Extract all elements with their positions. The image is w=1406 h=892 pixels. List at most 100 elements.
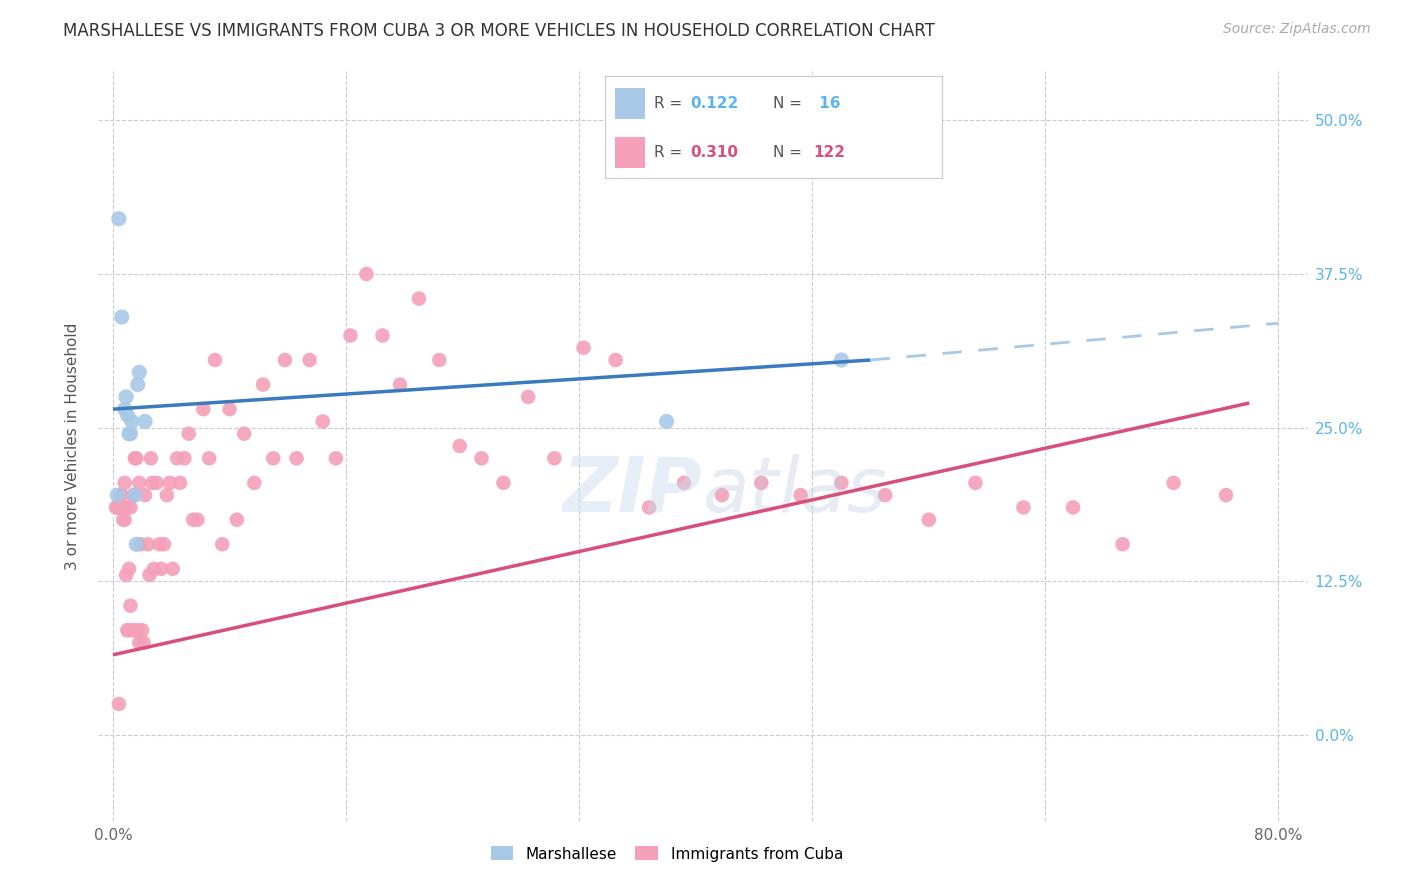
Point — [1215, 488, 1237, 502]
Point — [156, 488, 179, 502]
Point — [108, 211, 131, 226]
Bar — [614, 88, 645, 119]
Point — [186, 513, 208, 527]
Point — [252, 377, 274, 392]
Point — [111, 488, 134, 502]
Point — [111, 310, 134, 324]
Point — [655, 414, 678, 428]
Point — [339, 328, 361, 343]
Point — [371, 328, 394, 343]
Point — [198, 451, 221, 466]
Point — [166, 451, 188, 466]
Text: atlas: atlas — [703, 454, 887, 528]
Point — [142, 562, 165, 576]
Point — [1062, 500, 1084, 515]
Point — [408, 292, 430, 306]
Bar — [614, 137, 645, 168]
Point — [159, 475, 181, 490]
Point — [110, 500, 132, 515]
Point — [169, 475, 191, 490]
Point — [114, 513, 136, 527]
Point — [118, 562, 141, 576]
Point — [108, 500, 131, 515]
Point — [710, 488, 733, 502]
Text: ZIP: ZIP — [564, 454, 703, 528]
Point — [112, 500, 135, 515]
Point — [125, 537, 148, 551]
Legend: Marshallese, Immigrants from Cuba: Marshallese, Immigrants from Cuba — [482, 838, 851, 869]
Point — [298, 353, 321, 368]
Text: Source: ZipAtlas.com: Source: ZipAtlas.com — [1223, 22, 1371, 37]
Point — [471, 451, 494, 466]
Point — [789, 488, 811, 502]
Point — [105, 488, 128, 502]
Point — [124, 488, 146, 502]
Text: R =: R = — [654, 96, 686, 111]
Point — [1111, 537, 1133, 551]
Point — [136, 537, 159, 551]
Point — [605, 353, 627, 368]
Point — [162, 562, 184, 576]
Point — [262, 451, 284, 466]
Point — [120, 599, 142, 613]
Point — [121, 414, 143, 428]
Point — [572, 341, 595, 355]
Point — [115, 390, 138, 404]
Text: 0.310: 0.310 — [690, 145, 738, 161]
Point — [388, 377, 411, 392]
Text: 122: 122 — [814, 145, 846, 161]
Text: N =: N = — [773, 96, 807, 111]
Point — [1163, 475, 1185, 490]
Point — [115, 500, 138, 515]
Point — [233, 426, 256, 441]
Point — [128, 475, 150, 490]
Point — [127, 377, 149, 392]
Point — [177, 426, 200, 441]
Point — [427, 353, 450, 368]
Point — [149, 537, 172, 551]
Point — [145, 475, 167, 490]
Point — [112, 513, 135, 527]
Point — [105, 500, 128, 515]
Point — [153, 537, 176, 551]
Point — [181, 513, 204, 527]
Point — [124, 451, 146, 466]
Point — [274, 353, 297, 368]
Point — [125, 451, 148, 466]
Point — [134, 488, 156, 502]
Point — [127, 624, 149, 638]
Point — [128, 365, 150, 379]
Point — [121, 624, 143, 638]
Point — [193, 402, 215, 417]
Point — [108, 697, 131, 711]
Point — [117, 409, 139, 423]
Point — [114, 475, 136, 490]
Point — [129, 537, 152, 551]
Point — [117, 624, 139, 638]
Point — [211, 537, 233, 551]
Point — [173, 451, 195, 466]
Point — [243, 475, 266, 490]
Point — [134, 414, 156, 428]
Point — [132, 635, 155, 649]
Text: 0.122: 0.122 — [690, 96, 740, 111]
Point — [110, 500, 132, 515]
Point — [139, 451, 162, 466]
Point — [830, 475, 852, 490]
Point — [285, 451, 308, 466]
Text: 16: 16 — [814, 96, 841, 111]
Point — [138, 568, 160, 582]
Point — [218, 402, 240, 417]
Point — [204, 353, 226, 368]
Point — [638, 500, 661, 515]
Text: R =: R = — [654, 145, 686, 161]
Point — [131, 624, 153, 638]
Text: MARSHALLESE VS IMMIGRANTS FROM CUBA 3 OR MORE VEHICLES IN HOUSEHOLD CORRELATION : MARSHALLESE VS IMMIGRANTS FROM CUBA 3 OR… — [63, 22, 935, 40]
Point — [673, 475, 696, 490]
Point — [875, 488, 897, 502]
Point — [965, 475, 987, 490]
Point — [1012, 500, 1035, 515]
Point — [141, 475, 163, 490]
Text: N =: N = — [773, 145, 807, 161]
Point — [120, 500, 142, 515]
